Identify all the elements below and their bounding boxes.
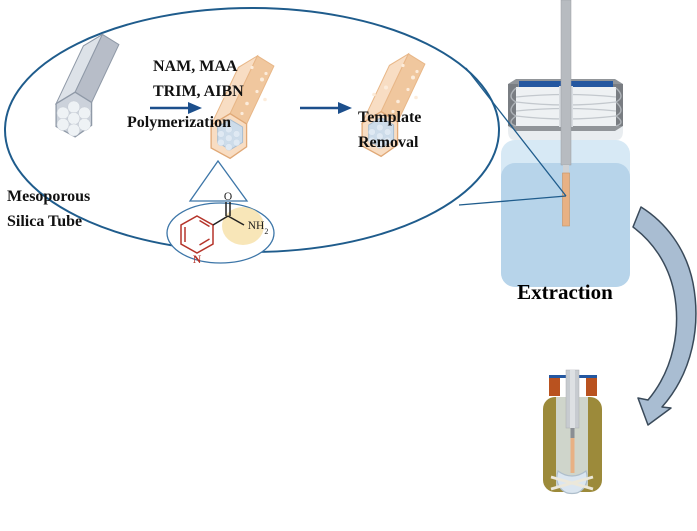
svg-text:N: N bbox=[193, 254, 202, 266]
svg-text:O: O bbox=[224, 191, 232, 203]
